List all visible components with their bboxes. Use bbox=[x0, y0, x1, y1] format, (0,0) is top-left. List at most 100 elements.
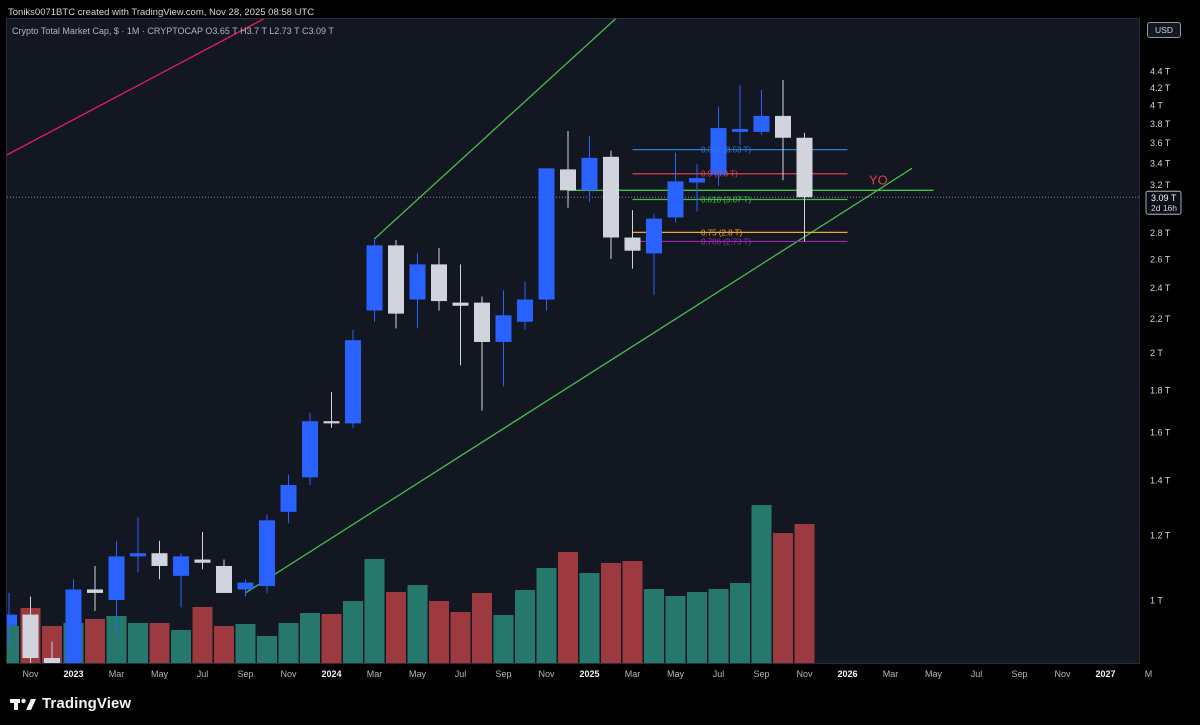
volume-bar bbox=[192, 607, 213, 663]
candle-body bbox=[775, 115, 791, 138]
candle-body bbox=[732, 129, 748, 132]
time-tick-label: Sep bbox=[1011, 669, 1027, 679]
price-tick-label: 2 T bbox=[1150, 348, 1163, 358]
candle-body bbox=[603, 156, 619, 238]
volume-bar bbox=[450, 612, 471, 663]
last-price-label: 3.09 T bbox=[1151, 193, 1177, 203]
price-tick-label: 1.2 T bbox=[1150, 530, 1171, 540]
time-tick-label: 2024 bbox=[321, 669, 341, 679]
candle-body bbox=[667, 181, 684, 218]
volume-bar bbox=[257, 636, 277, 663]
time-tick-label: Mar bbox=[367, 669, 383, 679]
fib-labels: 0.382 (3.53 T) 0.5 (3.3 T) 0.618 (3.07 T) 0… bbox=[701, 146, 888, 247]
trendline-lower-channel bbox=[245, 167, 913, 594]
candle-body bbox=[323, 421, 340, 424]
candle-body bbox=[388, 245, 404, 314]
symbol-legend[interactable]: Crypto Total Market Cap, $ · 1M · CRYPTO… bbox=[12, 26, 334, 36]
volume-bar bbox=[407, 585, 428, 663]
volume-bar bbox=[515, 590, 535, 663]
time-tick-label: May bbox=[667, 669, 685, 679]
fib-label: 0.5 (3.3 T) bbox=[701, 170, 738, 179]
volume-bar bbox=[622, 561, 643, 663]
price-tick-label: 2.2 T bbox=[1150, 314, 1171, 324]
time-tick-label: 2023 bbox=[63, 669, 83, 679]
candle-body bbox=[7, 614, 17, 626]
countdown-label: 2d 16h bbox=[1151, 203, 1177, 213]
candle-body bbox=[431, 264, 447, 302]
tradingview-logo: TradingView bbox=[10, 695, 131, 712]
candle-body bbox=[130, 553, 146, 557]
time-tick-label: Nov bbox=[796, 669, 813, 679]
fib-label: 0.786 (2.73 T) bbox=[701, 237, 751, 246]
candle-body bbox=[581, 157, 598, 191]
volume-bar bbox=[794, 524, 815, 663]
time-tick-label: 2025 bbox=[579, 669, 599, 679]
time-tick-label: Sep bbox=[237, 669, 253, 679]
time-tick-label: 2026 bbox=[837, 669, 857, 679]
candles bbox=[7, 80, 813, 663]
time-tick-label: Mar bbox=[883, 669, 899, 679]
candle-body bbox=[151, 553, 168, 566]
candle-body bbox=[280, 485, 297, 512]
candle-body bbox=[108, 556, 125, 600]
time-tick-label: Jul bbox=[197, 669, 209, 679]
volume-bar bbox=[751, 505, 772, 663]
volume-bar bbox=[730, 583, 750, 663]
candle-body bbox=[216, 565, 232, 593]
time-tick-label: Nov bbox=[1054, 669, 1071, 679]
candle-body bbox=[44, 658, 60, 663]
time-tick-label: Nov bbox=[538, 669, 555, 679]
price-tick-label: 1 T bbox=[1150, 596, 1163, 606]
time-tick-label: 2027 bbox=[1095, 669, 1115, 679]
fib-label: 0.618 (3.07 T) bbox=[701, 196, 751, 205]
candle-body bbox=[345, 340, 361, 424]
price-tick-label: 3.8 T bbox=[1150, 119, 1171, 129]
volume-bar bbox=[708, 589, 729, 663]
candle-body bbox=[237, 582, 254, 590]
trendline-long-term-resistance bbox=[7, 19, 265, 156]
candle-body bbox=[710, 128, 727, 175]
candle-body bbox=[538, 168, 555, 300]
volume-bar bbox=[558, 552, 578, 663]
volume-bar bbox=[278, 623, 299, 663]
candle-body bbox=[689, 178, 705, 183]
candle-body bbox=[173, 556, 189, 576]
price-tick-label: 2.4 T bbox=[1150, 283, 1171, 293]
volume-bar bbox=[343, 601, 363, 663]
time-tick-label: Mar bbox=[625, 669, 641, 679]
candle-body bbox=[65, 589, 82, 663]
candle-body bbox=[409, 264, 426, 300]
price-tick-label: 3.4 T bbox=[1150, 159, 1171, 169]
price-tick-label: 4 T bbox=[1150, 101, 1163, 111]
volume-bar bbox=[171, 630, 191, 663]
volume-bar bbox=[601, 563, 621, 663]
time-tick-label: M bbox=[1145, 669, 1153, 679]
time-tick-label: Mar bbox=[109, 669, 125, 679]
currency-button[interactable]: USD bbox=[1147, 22, 1181, 38]
time-tick-label: Nov bbox=[280, 669, 297, 679]
volume-bar bbox=[321, 614, 342, 663]
candle-body bbox=[474, 302, 490, 342]
price-tick-label: 1.6 T bbox=[1150, 428, 1171, 438]
volume-bar bbox=[85, 619, 105, 663]
volume-bar bbox=[687, 592, 707, 663]
candle-body bbox=[495, 315, 512, 342]
price-tick-label: 1.8 T bbox=[1150, 386, 1171, 396]
volume-bar bbox=[644, 589, 664, 663]
time-tick-label: Jul bbox=[455, 669, 467, 679]
volume-bar bbox=[214, 626, 234, 663]
candle-body bbox=[366, 245, 383, 311]
fib-label: 0.382 (3.53 T) bbox=[701, 146, 751, 155]
volume-bar bbox=[472, 593, 492, 663]
price-tick-label: 1.4 T bbox=[1150, 475, 1171, 485]
candle-body bbox=[87, 589, 103, 593]
volume-bar bbox=[429, 601, 449, 663]
chart-caption: Toniks0071BTC created with TradingView.c… bbox=[8, 7, 315, 18]
trendline-upper-channel bbox=[374, 19, 617, 240]
yo-label: YO bbox=[869, 172, 888, 187]
time-tick-label: May bbox=[925, 669, 943, 679]
candle-body bbox=[753, 115, 770, 132]
fib-label: 0.75 (2.8 T) bbox=[701, 228, 743, 237]
volume-bar bbox=[364, 559, 385, 663]
